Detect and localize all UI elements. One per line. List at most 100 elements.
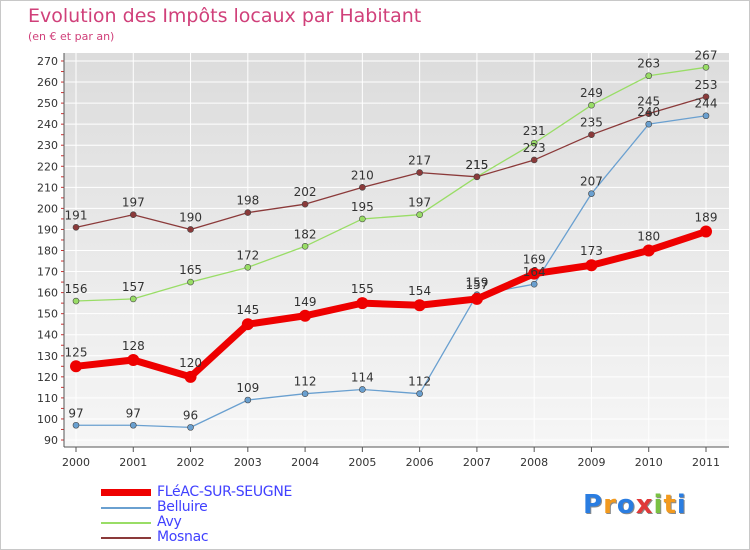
- data-point-fl-ac-sur-seugne-2003: [241, 318, 254, 331]
- data-point-fl-ac-sur-seugne-2006: [413, 299, 426, 312]
- data-label-avy-2002: 165: [179, 263, 202, 277]
- data-point-mosnac-2008: [530, 156, 538, 164]
- data-point-avy-2008: [530, 139, 538, 147]
- data-point-fl-ac-sur-seugne-2002: [184, 370, 197, 383]
- legend-label-avy: Avy: [157, 514, 182, 530]
- data-point-belluire-2009: [588, 190, 595, 197]
- data-point-avy-2010: [645, 72, 653, 80]
- data-point-mosnac-2011: [702, 93, 710, 101]
- data-label-belluire-2003: 109: [236, 381, 259, 395]
- y-tick-label-260: 260: [37, 76, 58, 89]
- legend-label-mosnac: Mosnac: [157, 529, 209, 545]
- data-label-belluire-2011: 244: [695, 97, 718, 111]
- data-label-fl-ac-sur-seugne-2002: 120: [179, 356, 202, 370]
- data-point-belluire-2004: [301, 390, 309, 397]
- data-point-fl-ac-sur-seugne-2005: [356, 297, 369, 310]
- y-tick-label-230: 230: [37, 139, 58, 152]
- data-label-belluire-2001: 97: [126, 406, 141, 420]
- data-label-mosnac-2008: 223: [523, 141, 546, 155]
- data-label-fl-ac-sur-seugne-2010: 180: [637, 230, 660, 244]
- x-tick-label-2002: 2002: [177, 456, 205, 469]
- y-tick-label-90: 90: [44, 434, 58, 447]
- x-tick-label-2007: 2007: [463, 456, 491, 469]
- y-tick-label-240: 240: [37, 118, 58, 131]
- data-label-avy-2009: 249: [580, 86, 603, 100]
- chart-subtitle: (en € et par an): [28, 30, 115, 43]
- data-point-avy-2009: [588, 101, 595, 109]
- data-point-belluire-2010: [645, 120, 653, 128]
- data-label-fl-ac-sur-seugne-2006: 154: [408, 284, 431, 298]
- data-label-avy-2008: 231: [523, 124, 546, 138]
- data-point-fl-ac-sur-seugne-2010: [642, 244, 655, 257]
- data-point-mosnac-2007: [473, 173, 481, 181]
- legend-label-belluire: Belluire: [157, 499, 208, 515]
- legend-swatch-mosnac: [101, 537, 151, 539]
- legend-swatch-belluire: [101, 507, 151, 509]
- data-label-fl-ac-sur-seugne-2000: 125: [65, 345, 88, 359]
- logo-letter: i: [653, 490, 664, 520]
- y-tick-label-180: 180: [37, 245, 58, 258]
- legend-label-fleac: FLéAC-SUR-SEUGNE: [157, 484, 293, 500]
- data-point-belluire-2005: [359, 386, 366, 393]
- data-label-fl-ac-sur-seugne-2005: 155: [351, 282, 374, 296]
- data-point-belluire-2003: [244, 396, 252, 404]
- logo-letter: P: [583, 490, 604, 520]
- y-tick-label-250: 250: [37, 97, 58, 110]
- x-tick-label-2006: 2006: [406, 456, 434, 469]
- data-label-avy-2003: 172: [236, 248, 259, 262]
- data-point-fl-ac-sur-seugne-2009: [585, 259, 598, 272]
- data-label-avy-2000: 156: [65, 282, 88, 296]
- data-point-belluire-2001: [129, 421, 137, 429]
- data-label-mosnac-2004: 202: [294, 185, 317, 199]
- data-label-belluire-2005: 114: [351, 370, 374, 384]
- logo-letter: r: [603, 490, 617, 520]
- data-point-fl-ac-sur-seugne-2008: [528, 267, 541, 280]
- data-label-avy-2001: 157: [122, 280, 145, 294]
- data-point-mosnac-2002: [187, 226, 194, 233]
- data-label-avy-2005: 195: [351, 200, 374, 214]
- data-point-fl-ac-sur-seugne-2011: [700, 225, 712, 238]
- data-point-mosnac-2000: [72, 224, 80, 231]
- y-tick-label-130: 130: [37, 350, 58, 363]
- x-tick-label-2011: 2011: [692, 456, 720, 469]
- data-label-avy-2006: 197: [408, 196, 431, 210]
- x-tick-label-2003: 2003: [234, 456, 262, 469]
- data-label-belluire-2004: 112: [294, 375, 317, 389]
- data-label-mosnac-2006: 217: [408, 154, 431, 168]
- x-tick-label-2008: 2008: [520, 456, 548, 469]
- data-point-avy-2003: [244, 264, 252, 271]
- data-point-belluire-2011: [702, 112, 710, 120]
- series-line-mosnac: [75, 96, 707, 231]
- data-point-mosnac-2003: [244, 209, 252, 216]
- data-label-belluire-2007: 159: [465, 276, 488, 290]
- data-label-mosnac-2001: 197: [122, 196, 145, 210]
- data-point-mosnac-2009: [588, 131, 595, 138]
- x-tick-label-2005: 2005: [348, 456, 376, 469]
- data-point-avy-2000: [72, 297, 80, 305]
- x-tick-label-2004: 2004: [291, 456, 319, 469]
- data-point-belluire-2000: [72, 421, 80, 429]
- series-line-avy: [75, 66, 707, 302]
- data-label-fl-ac-sur-seugne-2008: 169: [523, 253, 546, 267]
- data-label-avy-2007: 215: [465, 158, 488, 172]
- data-label-mosnac-2000: 191: [65, 208, 88, 222]
- data-label-avy-2010: 263: [637, 57, 660, 71]
- data-point-fl-ac-sur-seugne-2007: [470, 292, 483, 305]
- data-label-belluire-2002: 96: [183, 408, 198, 422]
- y-tick-label-170: 170: [37, 266, 58, 279]
- data-label-mosnac-2010: 245: [637, 95, 660, 109]
- data-label-mosnac-2011: 253: [695, 78, 718, 92]
- logo-letter: o: [616, 490, 636, 520]
- data-label-mosnac-2009: 235: [580, 116, 603, 130]
- data-point-belluire-2008: [530, 280, 538, 288]
- data-point-mosnac-2010: [645, 110, 653, 117]
- data-point-belluire-2002: [187, 424, 194, 431]
- data-label-mosnac-2002: 190: [179, 210, 202, 224]
- data-label-fl-ac-sur-seugne-2007: 157: [465, 278, 488, 292]
- data-label-fl-ac-sur-seugne-2003: 145: [236, 303, 259, 317]
- x-tick-label-2001: 2001: [119, 456, 147, 469]
- x-tick-label-2000: 2000: [62, 456, 90, 469]
- data-label-fl-ac-sur-seugne-2011: 189: [695, 211, 718, 225]
- data-point-avy-2001: [129, 295, 137, 303]
